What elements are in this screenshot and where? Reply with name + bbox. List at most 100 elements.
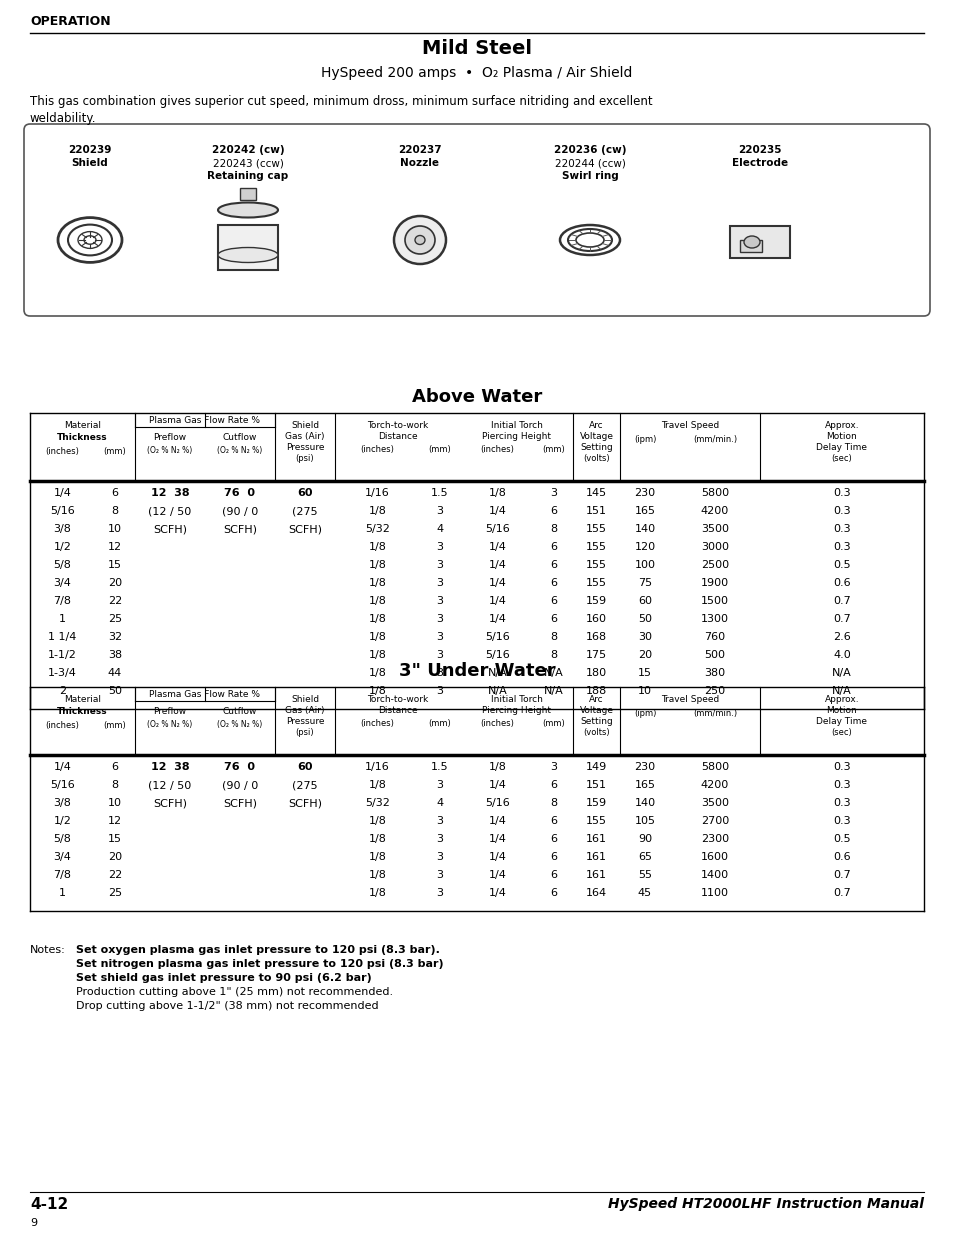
Text: Arc: Arc xyxy=(589,695,603,704)
Text: 140: 140 xyxy=(634,798,655,808)
Text: 1/4: 1/4 xyxy=(488,559,506,571)
Text: 8: 8 xyxy=(550,632,557,642)
Text: Voltage: Voltage xyxy=(578,706,613,715)
Text: 1/2: 1/2 xyxy=(53,816,71,826)
Text: Distance: Distance xyxy=(377,706,416,715)
Text: 6: 6 xyxy=(550,852,557,862)
Text: 1/8: 1/8 xyxy=(368,685,386,697)
FancyBboxPatch shape xyxy=(24,124,929,316)
Text: Set shield gas inlet pressure to 90 psi (6.2 bar): Set shield gas inlet pressure to 90 psi … xyxy=(76,973,372,983)
Text: 1/4: 1/4 xyxy=(488,869,506,881)
Text: 0.3: 0.3 xyxy=(832,542,850,552)
Text: SCFH): SCFH) xyxy=(152,798,187,808)
Text: 1/4: 1/4 xyxy=(488,834,506,844)
Text: 220244 (ccw): 220244 (ccw) xyxy=(554,158,625,168)
Text: Plasma Gas Flow Rate %: Plasma Gas Flow Rate % xyxy=(150,690,260,699)
Text: 164: 164 xyxy=(585,888,606,898)
Text: (O₂ % N₂ %): (O₂ % N₂ %) xyxy=(217,446,262,454)
Text: Swirl ring: Swirl ring xyxy=(561,170,618,182)
Text: 5/16: 5/16 xyxy=(51,506,74,516)
Text: 3: 3 xyxy=(436,816,443,826)
Text: 9: 9 xyxy=(30,1218,37,1228)
Text: 0.3: 0.3 xyxy=(832,506,850,516)
Text: 8: 8 xyxy=(550,524,557,534)
Text: 3: 3 xyxy=(436,668,443,678)
Text: (275: (275 xyxy=(292,781,317,790)
Text: 1.5: 1.5 xyxy=(431,488,448,498)
Text: N/A: N/A xyxy=(543,685,563,697)
Ellipse shape xyxy=(218,247,277,263)
Text: 165: 165 xyxy=(634,506,655,516)
Text: 5/16: 5/16 xyxy=(485,798,509,808)
Text: 8: 8 xyxy=(550,798,557,808)
Text: 4200: 4200 xyxy=(700,781,728,790)
Text: 3: 3 xyxy=(436,559,443,571)
Text: 38: 38 xyxy=(108,650,122,659)
Text: 3: 3 xyxy=(436,685,443,697)
Text: 760: 760 xyxy=(703,632,725,642)
Text: 100: 100 xyxy=(634,559,655,571)
Text: (inches): (inches) xyxy=(46,721,79,730)
Text: 1/4: 1/4 xyxy=(488,888,506,898)
Text: Cutflow: Cutflow xyxy=(223,706,257,716)
Text: 4: 4 xyxy=(436,524,443,534)
Text: (volts): (volts) xyxy=(582,727,609,737)
Text: 3: 3 xyxy=(436,869,443,881)
Text: 5/16: 5/16 xyxy=(485,524,509,534)
Text: 151: 151 xyxy=(585,781,606,790)
Text: 6: 6 xyxy=(112,762,118,772)
Text: 1/8: 1/8 xyxy=(488,488,506,498)
Text: 2.6: 2.6 xyxy=(832,632,850,642)
Text: 250: 250 xyxy=(703,685,725,697)
Text: (mm): (mm) xyxy=(428,445,451,454)
Text: (mm): (mm) xyxy=(104,447,126,456)
Text: Setting: Setting xyxy=(579,443,612,452)
Text: 12: 12 xyxy=(108,542,122,552)
Text: 10: 10 xyxy=(108,798,122,808)
Text: 160: 160 xyxy=(585,614,606,624)
Text: Nozzle: Nozzle xyxy=(400,158,439,168)
Text: 220239: 220239 xyxy=(69,144,112,156)
Text: 155: 155 xyxy=(585,816,606,826)
Text: 149: 149 xyxy=(585,762,606,772)
Text: 0.6: 0.6 xyxy=(832,852,850,862)
Text: 3: 3 xyxy=(436,632,443,642)
Text: Travel Speed: Travel Speed xyxy=(660,695,719,704)
Text: 1/4: 1/4 xyxy=(488,506,506,516)
Text: Preflow: Preflow xyxy=(153,706,187,716)
Text: 60: 60 xyxy=(297,762,313,772)
Ellipse shape xyxy=(415,236,424,245)
Text: 3/8: 3/8 xyxy=(53,798,71,808)
Text: 1/8: 1/8 xyxy=(368,816,386,826)
Text: 1600: 1600 xyxy=(700,852,728,862)
Text: OPERATION: OPERATION xyxy=(30,15,111,28)
Text: 1/16: 1/16 xyxy=(365,762,390,772)
Text: 32: 32 xyxy=(108,632,122,642)
Text: 0.3: 0.3 xyxy=(832,781,850,790)
Text: 1/4: 1/4 xyxy=(488,578,506,588)
Text: Shield: Shield xyxy=(291,421,318,430)
Text: Material: Material xyxy=(64,421,101,430)
Text: Set oxygen plasma gas inlet pressure to 120 psi (8.3 bar).: Set oxygen plasma gas inlet pressure to … xyxy=(76,945,439,955)
Text: 500: 500 xyxy=(703,650,724,659)
Text: 175: 175 xyxy=(585,650,606,659)
Text: 1/8: 1/8 xyxy=(368,650,386,659)
Text: 1/4: 1/4 xyxy=(53,762,71,772)
Text: 3: 3 xyxy=(436,614,443,624)
Ellipse shape xyxy=(394,216,446,264)
Text: 1/2: 1/2 xyxy=(53,542,71,552)
Text: 6: 6 xyxy=(550,816,557,826)
Text: 105: 105 xyxy=(634,816,655,826)
Text: 6: 6 xyxy=(550,888,557,898)
Text: 5800: 5800 xyxy=(700,488,728,498)
Text: 6: 6 xyxy=(550,506,557,516)
Text: 90: 90 xyxy=(638,834,652,844)
Text: Material: Material xyxy=(64,695,101,704)
Text: Pressure: Pressure xyxy=(286,443,324,452)
Text: 120: 120 xyxy=(634,542,655,552)
Text: 3: 3 xyxy=(550,488,557,498)
Bar xyxy=(740,240,761,252)
Text: 1/4: 1/4 xyxy=(53,488,71,498)
Text: 155: 155 xyxy=(585,542,606,552)
Text: 0.3: 0.3 xyxy=(832,816,850,826)
